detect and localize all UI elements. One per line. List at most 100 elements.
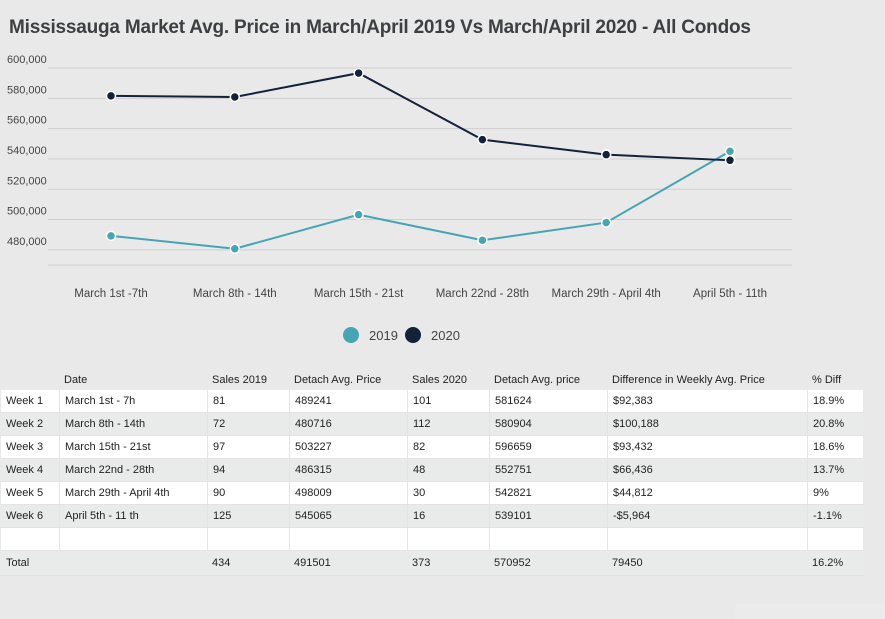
table-cell: 542821 xyxy=(489,482,607,505)
data-point-2020 xyxy=(229,91,241,103)
table-total-cell: 434 xyxy=(207,551,289,576)
table-cell: 486315 xyxy=(289,459,407,482)
x-tick-label: March 1st -7th xyxy=(74,288,148,300)
data-point-2020 xyxy=(724,155,736,166)
grid-lines xyxy=(48,67,792,266)
data-point-2019 xyxy=(105,230,117,242)
table-cell: 503227 xyxy=(289,436,407,459)
table-cell: 20.8% xyxy=(807,413,863,436)
data-point-2019 xyxy=(724,146,736,157)
table-row: Week 6 April 5th - 11 th 125 545065 16 539101… xyxy=(1,505,863,528)
series-line-2019 xyxy=(110,150,731,250)
table-cell: Week 6 xyxy=(1,505,59,528)
chart-title: Mississauga Market Avg. Price in March/A… xyxy=(9,17,751,38)
table-cell: 72 xyxy=(207,413,289,436)
x-tick-label: March 22nd - 28th xyxy=(436,288,529,300)
table-header-cell: % Diff xyxy=(812,373,842,386)
table-cell: 16 xyxy=(407,505,489,528)
data-point-2019 xyxy=(353,209,364,220)
table-cell: 489241 xyxy=(289,390,407,413)
table-cell: 596659 xyxy=(489,436,607,459)
table-header-cell: Difference in Weekly Avg. Price xyxy=(612,373,765,386)
table-cell: 580904 xyxy=(489,413,607,436)
legend-label-2019: 2019 xyxy=(369,328,398,343)
data-point-2020 xyxy=(477,134,488,145)
table-cell: 552751 xyxy=(489,459,607,482)
table-cell: March 1st - 7h xyxy=(59,390,207,413)
table-cell xyxy=(807,528,863,551)
y-tick-label: 480,000 xyxy=(7,236,47,248)
series-points xyxy=(105,67,736,255)
table-row: Week 1 March 1st - 7h 81 489241 101 581624 $92… xyxy=(1,390,863,413)
table-cell: March 15th - 21st xyxy=(59,436,207,459)
table-cell: 581624 xyxy=(489,390,607,413)
y-tick-label: 580,000 xyxy=(7,84,47,96)
table-row: Week 5 March 29th - April 4th 90 498009 30 54… xyxy=(1,482,863,505)
table-cell: 81 xyxy=(207,390,289,413)
table-cell: $100,188 xyxy=(607,413,807,436)
x-tick-label: March 15th - 21st xyxy=(314,288,404,300)
table-total-cell: 491501 xyxy=(289,551,407,576)
table-cell: 9% xyxy=(807,482,863,505)
table-cell: 18.6% xyxy=(807,436,863,459)
y-tick-label: 520,000 xyxy=(7,175,47,187)
table-cell xyxy=(207,528,289,551)
y-tick-label: 500,000 xyxy=(7,206,47,218)
table-cell: March 22nd - 28th xyxy=(59,459,207,482)
table-row: Week 4 March 22nd - 28th 94 486315 48 552751 $… xyxy=(1,459,863,482)
table-cell: Week 2 xyxy=(1,413,59,436)
table-total-cell: Total xyxy=(1,551,59,576)
chart-legend: 2019 2020 xyxy=(343,327,460,343)
table-header-row: Date Sales 2019 Detach Avg. Price Sales 202… xyxy=(1,369,863,390)
table-cell: $66,436 xyxy=(607,459,807,482)
y-tick-label: 540,000 xyxy=(7,145,47,157)
x-tick-label: April 5th - 11th xyxy=(693,288,767,300)
data-point-2019 xyxy=(600,217,612,228)
table-cell: 18.9% xyxy=(807,390,863,413)
table-header-cell: Detach Avg. price xyxy=(494,373,581,386)
table-cell: -1.1% xyxy=(807,505,863,528)
data-point-2020 xyxy=(600,149,612,160)
table-cell: 125 xyxy=(207,505,289,528)
x-tick-label: March 29th - April 4th xyxy=(552,288,661,300)
series-line-2020 xyxy=(110,72,731,162)
data-point-2020 xyxy=(105,90,117,102)
table-cell xyxy=(1,528,59,551)
table-cell: Week 3 xyxy=(1,436,59,459)
data-point-2019 xyxy=(477,235,488,246)
table-cell xyxy=(489,528,607,551)
x-axis-ticks: March 1st -7th March 8th - 14th March 15th… xyxy=(74,288,767,300)
legend-label-2020: 2020 xyxy=(431,328,460,343)
table-header-cell: Detach Avg. Price xyxy=(294,373,382,386)
table-cell: $44,812 xyxy=(607,482,807,505)
table-cell: April 5th - 11 th xyxy=(59,505,207,528)
table-cell: 112 xyxy=(407,413,489,436)
table-cell: Week 5 xyxy=(1,482,59,505)
table-cell xyxy=(289,528,407,551)
table-cell: Week 1 xyxy=(1,390,59,413)
table-cell: 13.7% xyxy=(807,459,863,482)
table-total-cell: 16.2% xyxy=(807,551,863,576)
table-cell: 82 xyxy=(407,436,489,459)
table-row xyxy=(1,528,863,551)
table-row: Week 3 March 15th - 21st 97 503227 82 596659 $… xyxy=(1,436,863,459)
table-cell: -$5,964 xyxy=(607,505,807,528)
table-cell: March 29th - April 4th xyxy=(59,482,207,505)
legend-marker-2019 xyxy=(343,327,359,343)
table-header-cell: Date xyxy=(64,373,88,386)
series-lines xyxy=(110,72,731,250)
table-cell: 97 xyxy=(207,436,289,459)
table-header-cell xyxy=(1,369,59,390)
table-cell: $93,432 xyxy=(607,436,807,459)
table-cell: 498009 xyxy=(289,482,407,505)
table-cell: 94 xyxy=(207,459,289,482)
legend-marker-2020 xyxy=(405,327,421,343)
table-cell: 101 xyxy=(407,390,489,413)
data-point-2019 xyxy=(229,243,241,255)
table-cell: 30 xyxy=(407,482,489,505)
table-total-cell: 79450 xyxy=(607,551,807,576)
table-cell: 480716 xyxy=(289,413,407,436)
table-cell: 545065 xyxy=(289,505,407,528)
y-axis-ticks: 600,000 580,000 560,000 540,000 520,000 500,0… xyxy=(7,54,47,248)
table-header-cell: Sales 2020 xyxy=(412,373,468,386)
